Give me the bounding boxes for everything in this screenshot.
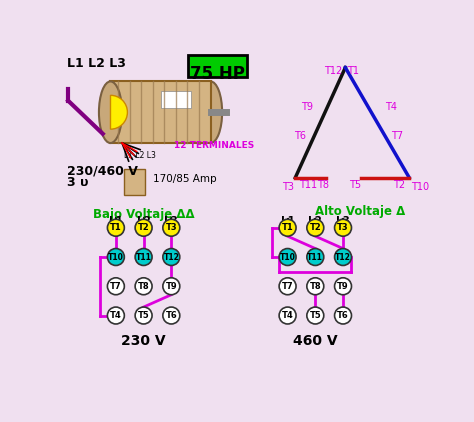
Text: L1: L1 [109, 216, 123, 226]
Text: L3: L3 [164, 216, 178, 226]
Text: T5: T5 [310, 311, 321, 320]
Text: L2: L2 [309, 216, 322, 226]
Text: T7: T7 [110, 282, 122, 291]
Text: T6: T6 [165, 311, 177, 320]
Text: T2: T2 [138, 223, 149, 232]
Circle shape [163, 307, 180, 324]
Circle shape [335, 249, 352, 265]
Text: T6: T6 [294, 132, 307, 141]
Text: 3 υ: 3 υ [66, 176, 88, 189]
Circle shape [335, 307, 352, 324]
Text: T10: T10 [411, 181, 429, 192]
Text: L2: L2 [137, 216, 151, 226]
Text: T8: T8 [317, 180, 329, 190]
Circle shape [335, 219, 352, 236]
Text: T1: T1 [110, 223, 122, 232]
Text: T9: T9 [337, 282, 349, 291]
Text: 460 V: 460 V [293, 334, 337, 348]
Text: T12: T12 [164, 252, 179, 262]
Text: Alto Voltaje Δ: Alto Voltaje Δ [315, 205, 406, 218]
Text: T1: T1 [282, 223, 293, 232]
Text: T4: T4 [385, 102, 397, 112]
Circle shape [163, 278, 180, 295]
Text: 230 V: 230 V [121, 334, 166, 348]
Text: T2: T2 [393, 180, 405, 190]
Circle shape [335, 278, 352, 295]
Circle shape [279, 278, 296, 295]
Circle shape [108, 219, 124, 236]
Text: T7: T7 [391, 132, 403, 141]
Text: Bajo Voltaje ΔΔ: Bajo Voltaje ΔΔ [93, 208, 194, 222]
Circle shape [135, 249, 152, 265]
Circle shape [135, 219, 152, 236]
Ellipse shape [199, 81, 222, 143]
Text: T3: T3 [282, 181, 294, 192]
Circle shape [307, 219, 324, 236]
Circle shape [108, 307, 124, 324]
Text: 170/85 Amp: 170/85 Amp [153, 174, 217, 184]
Text: T4: T4 [282, 311, 293, 320]
Circle shape [307, 278, 324, 295]
Text: T8: T8 [310, 282, 321, 291]
Text: T9: T9 [165, 282, 177, 291]
Text: T12: T12 [335, 252, 351, 262]
Text: T11: T11 [136, 252, 152, 262]
Bar [110, 81, 210, 143]
Text: 75 HP: 75 HP [190, 65, 245, 83]
Text: 230/460 V: 230/460 V [66, 165, 137, 178]
Text: T9: T9 [301, 102, 313, 112]
Text: T1: T1 [347, 66, 359, 76]
Text: L1 L2 L3: L1 L2 L3 [66, 57, 126, 70]
Text: T8: T8 [138, 282, 149, 291]
Text: T4: T4 [110, 311, 122, 320]
Text: T7: T7 [282, 282, 293, 291]
Text: T10: T10 [108, 252, 124, 262]
Ellipse shape [99, 81, 122, 143]
FancyBboxPatch shape [188, 55, 247, 77]
Text: 12 TERMINALES: 12 TERMINALES [174, 141, 255, 151]
Bar [161, 92, 191, 108]
Text: T3: T3 [165, 223, 177, 232]
Text: L3: L3 [336, 216, 350, 226]
Text: L1 L2 L3: L1 L2 L3 [124, 151, 155, 160]
Circle shape [307, 249, 324, 265]
Circle shape [279, 249, 296, 265]
Circle shape [163, 219, 180, 236]
Circle shape [279, 307, 296, 324]
Text: T10: T10 [280, 252, 295, 262]
Circle shape [163, 249, 180, 265]
Circle shape [279, 219, 296, 236]
Text: T6: T6 [337, 311, 349, 320]
Bar [124, 169, 145, 195]
Wedge shape [110, 95, 128, 129]
Circle shape [108, 249, 124, 265]
Text: T5: T5 [138, 311, 149, 320]
Text: T5: T5 [349, 180, 361, 190]
Text: T11: T11 [299, 180, 317, 190]
Circle shape [135, 278, 152, 295]
Circle shape [307, 307, 324, 324]
Text: T12: T12 [324, 66, 342, 76]
Circle shape [135, 307, 152, 324]
Text: T11: T11 [307, 252, 323, 262]
Circle shape [108, 278, 124, 295]
Text: T3: T3 [337, 223, 349, 232]
Text: L1: L1 [281, 216, 294, 226]
Text: T2: T2 [310, 223, 321, 232]
